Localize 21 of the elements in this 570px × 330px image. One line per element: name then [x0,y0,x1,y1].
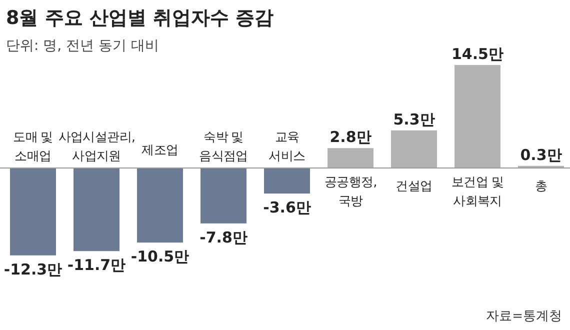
value-label: -11.7만 [67,256,126,274]
value-label: 0.3만 [520,146,562,164]
category: 사업시설관리, 사업지원 [58,129,135,163]
value-label: 5.3만 [393,110,435,128]
category: 교육 서비스 [268,129,306,163]
category: 총 [534,178,548,193]
title: 8월 주요 산업별 취업자수 증감 [6,7,274,29]
value-label: -7.8만 [200,228,248,246]
value-label: 14.5만 [452,45,504,63]
category: 도매 및 소매업 [13,129,53,163]
annotation: 자료=통계청 [486,309,562,324]
value-label: -10.5만 [130,248,190,266]
category: 공공행정, 국방 [324,174,376,208]
value-label: -12.3만 [4,260,62,278]
category: 보건업 및 사회복지 [452,174,504,208]
value-label: -3.6만 [263,198,311,217]
subtitle: 단위: 명, 전년 동기 대비 [6,38,159,54]
value-label: 2.8만 [330,128,372,146]
category: 제조업 [142,142,178,157]
category: 건설업 [396,178,432,193]
category: 숙박 및 음식점업 [199,129,248,163]
